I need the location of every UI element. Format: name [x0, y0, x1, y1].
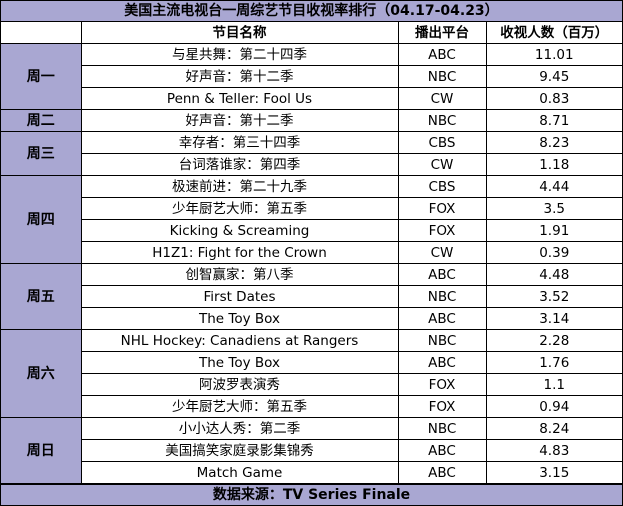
- program-name-cell: Match Game: [81, 461, 399, 484]
- table-row: 周三 幸存者：第三十四季 CBS 8.23: [1, 131, 622, 176]
- table-row: 周六 NHL Hockey: Canadiens at Rangers NBC 2.2…: [1, 329, 622, 418]
- network-cell: CW: [397, 87, 487, 110]
- viewers-cell: 1.76: [485, 351, 622, 374]
- network-cell: FOX: [397, 373, 487, 396]
- program-name-cell: 创智赢家：第八季: [80, 263, 399, 286]
- network-cell: FOX: [397, 219, 487, 242]
- network-cell: ABC: [397, 461, 487, 484]
- sheet-title: 美国主流电视台一周综艺节目收视率排行（04.17-04.23）: [1, 0, 622, 22]
- viewers-cell: 9.45: [485, 65, 622, 88]
- viewers-cell: 3.5: [485, 197, 622, 220]
- table-row: 周四 极速前进：第二十九季 CBS 4.44: [1, 175, 622, 264]
- network-cell: CBS: [397, 175, 487, 198]
- table-row: 少年厨艺大师：第五季 FOX 3.5: [1, 197, 622, 220]
- network-cell: CW: [397, 241, 487, 264]
- network-cell: NBC: [397, 65, 487, 88]
- header-viewers: 收视人数（百万）: [485, 22, 622, 44]
- viewers-cell: 4.48: [485, 263, 622, 286]
- viewers-cell: 1.18: [485, 153, 622, 176]
- day-cell: 周三: [1, 131, 82, 176]
- program-name-cell: Kicking & Screaming: [81, 219, 399, 242]
- network-cell: NBC: [397, 285, 487, 308]
- viewers-cell: 1.91: [485, 219, 622, 242]
- table-row: 周五 创智赢家：第八季 ABC 4.48: [1, 263, 622, 330]
- table-row: Match Game ABC 3.15: [1, 461, 622, 484]
- network-cell: CBS: [397, 131, 487, 154]
- header-day: [1, 22, 82, 44]
- program-name-cell: The Toy Box: [81, 307, 399, 330]
- viewers-cell: 3.15: [485, 461, 622, 484]
- program-name-cell: NHL Hockey: Canadiens at Rangers: [80, 329, 399, 352]
- day-cell: 周日: [1, 417, 82, 484]
- viewers-cell: 3.14: [485, 307, 622, 330]
- network-cell: ABC: [397, 43, 487, 66]
- program-name-cell: 少年厨艺大师：第五季: [81, 197, 399, 220]
- viewers-cell: 11.01: [485, 43, 622, 66]
- program-name-cell: 阿波罗表演秀: [81, 373, 399, 396]
- ratings-table: 节目名称 播出平台 收视人数（百万） 周一 与星共舞：第二十四季 ABC 11.01 好…: [1, 22, 622, 484]
- day-cell: 周二: [1, 109, 82, 132]
- network-cell: ABC: [397, 263, 487, 286]
- network-cell: NBC: [397, 109, 487, 132]
- program-name-cell: H1Z1: Fight for the Crown: [81, 241, 399, 264]
- program-name-cell: The Toy Box: [81, 351, 399, 374]
- table-row: 阿波罗表演秀 FOX 1.1: [1, 373, 622, 396]
- viewers-cell: 1.1: [485, 373, 622, 396]
- network-cell: ABC: [397, 439, 487, 462]
- viewers-cell: 0.94: [485, 395, 622, 418]
- viewers-cell: 2.28: [485, 329, 622, 352]
- table-row: 周日 小小达人秀：第二季 NBC 8.24: [1, 417, 622, 484]
- source-footer: 数据来源：TV Series Finale: [1, 484, 622, 506]
- program-name-cell: 少年厨艺大师：第五季: [81, 395, 399, 418]
- network-cell: CW: [397, 153, 487, 176]
- table-row: Penn & Teller: Fool Us CW 0.83: [1, 87, 622, 110]
- program-name-cell: 好声音：第十二季: [80, 109, 399, 132]
- viewers-cell: 8.24: [485, 417, 622, 440]
- program-name-cell: 幸存者：第三十四季: [80, 131, 399, 154]
- table-row: H1Z1: Fight for the Crown CW 0.39: [1, 241, 622, 264]
- viewers-cell: 4.83: [485, 439, 622, 462]
- network-cell: ABC: [397, 351, 487, 374]
- table-row: 台词落谁家：第四季 CW 1.18: [1, 153, 622, 176]
- program-name-cell: 台词落谁家：第四季: [81, 153, 399, 176]
- program-name-cell: 极速前进：第二十九季: [80, 175, 399, 198]
- program-name-cell: 好声音：第十二季: [81, 65, 399, 88]
- table-row: 周一 与星共舞：第二十四季 ABC 11.01: [1, 43, 622, 110]
- viewers-cell: 0.83: [485, 87, 622, 110]
- header-row: 节目名称 播出平台 收视人数（百万）: [1, 22, 622, 44]
- viewers-cell: 3.52: [485, 285, 622, 308]
- program-name-cell: First Dates: [81, 285, 399, 308]
- table-row: First Dates NBC 3.52: [1, 285, 622, 308]
- header-program: 节目名称: [80, 22, 399, 44]
- program-name-cell: 美国搞笑家庭录影集锦秀: [81, 439, 399, 462]
- network-cell: FOX: [397, 197, 487, 220]
- viewers-cell: 0.39: [485, 241, 622, 264]
- header-network: 播出平台: [397, 22, 487, 44]
- program-name-cell: Penn & Teller: Fool Us: [81, 87, 399, 110]
- network-cell: ABC: [397, 307, 487, 330]
- day-cell: 周四: [1, 175, 82, 264]
- network-cell: NBC: [397, 329, 487, 352]
- network-cell: FOX: [397, 395, 487, 418]
- viewers-cell: 4.44: [485, 175, 622, 198]
- table-row: The Toy Box ABC 3.14: [1, 307, 622, 330]
- day-cell: 周一: [1, 43, 82, 110]
- table-row: 好声音：第十二季 NBC 9.45: [1, 65, 622, 88]
- viewers-cell: 8.71: [485, 109, 622, 132]
- network-cell: NBC: [397, 417, 487, 440]
- table-row: Kicking & Screaming FOX 1.91: [1, 219, 622, 242]
- day-cell: 周六: [1, 329, 82, 418]
- table-row: The Toy Box ABC 1.76: [1, 351, 622, 374]
- viewers-cell: 8.23: [485, 131, 622, 154]
- program-name-cell: 小小达人秀：第二季: [80, 417, 399, 440]
- program-name-cell: 与星共舞：第二十四季: [80, 43, 399, 66]
- table-row: 少年厨艺大师：第五季 FOX 0.94: [1, 395, 622, 418]
- table-row: 周二 好声音：第十二季 NBC 8.71: [1, 109, 622, 132]
- table-row: 美国搞笑家庭录影集锦秀 ABC 4.83: [1, 439, 622, 462]
- day-cell: 周五: [1, 263, 82, 330]
